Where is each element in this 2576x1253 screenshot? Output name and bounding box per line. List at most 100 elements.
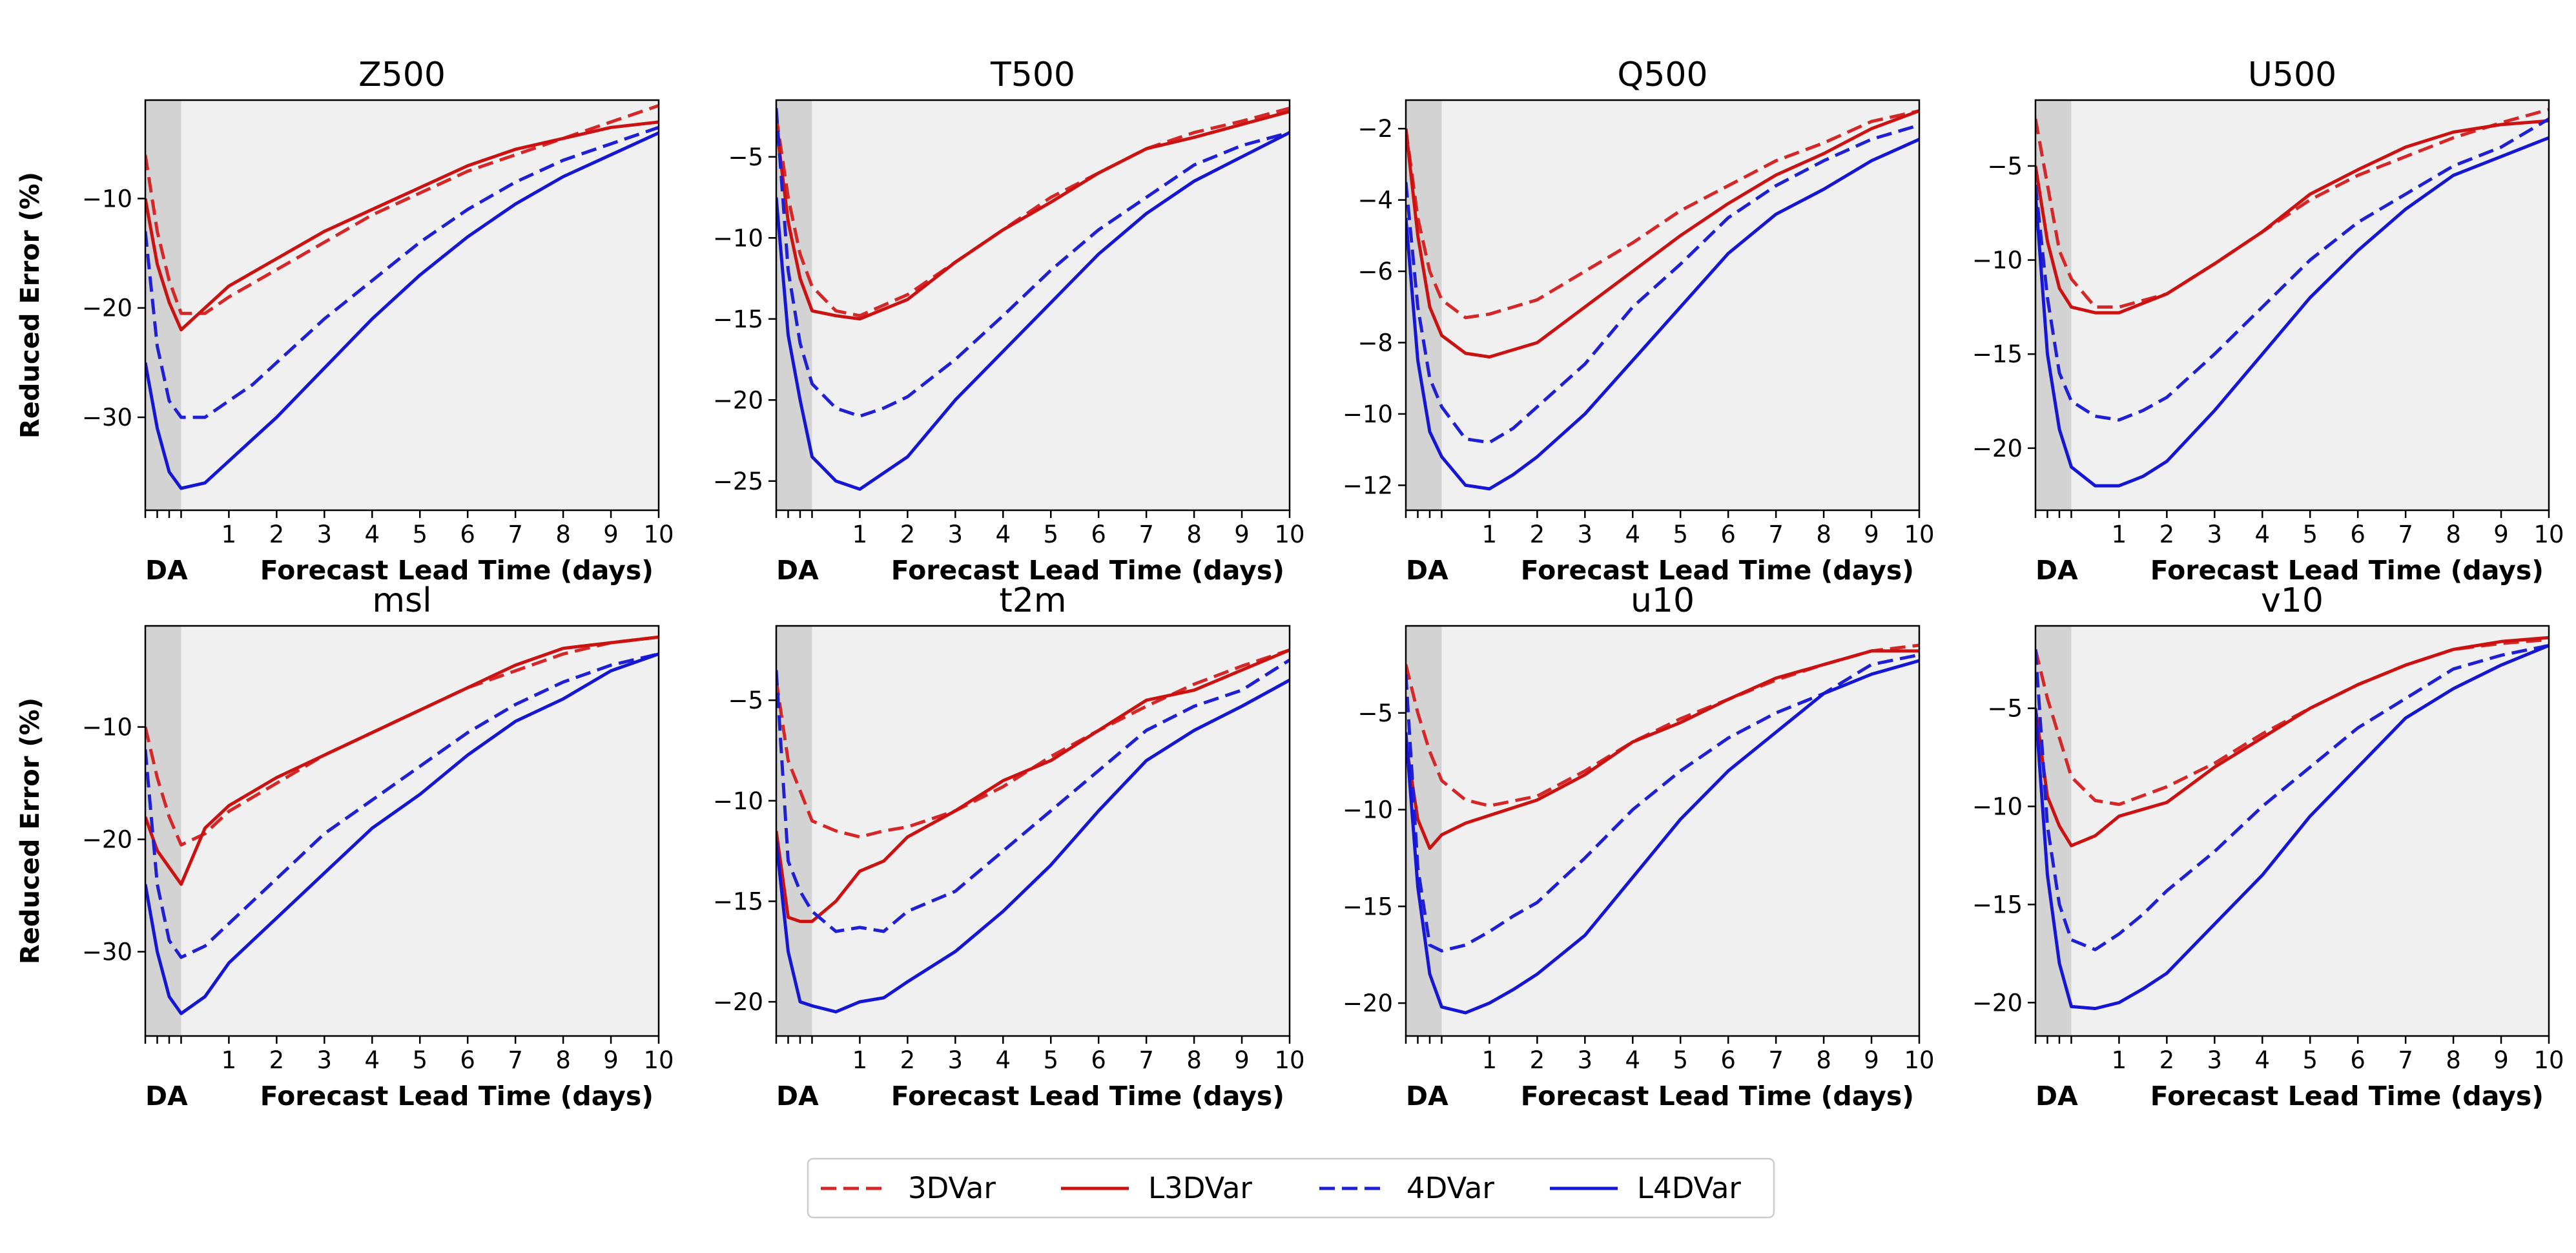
x-tick-label: 7 [1768, 1046, 1784, 1074]
plot-frame [1405, 625, 1921, 1037]
y-tick-label: −20 [82, 295, 132, 322]
series-line-3dvar [145, 104, 659, 315]
x-tick-label: 6 [460, 521, 475, 548]
y-tick-label: −10 [82, 185, 132, 212]
x-axis-label: Forecast Lead Time (days) [2150, 555, 2544, 586]
plot-background [2035, 626, 2549, 1036]
y-tick-label: −20 [82, 826, 132, 854]
x-tick-label: 7 [1768, 521, 1784, 548]
x-tick-label: 5 [412, 521, 428, 548]
x-tick-label: 1 [852, 1046, 868, 1074]
x-axis-label: Forecast Lead Time (days) [260, 1081, 654, 1112]
x-tick-label: 7 [1139, 1046, 1154, 1074]
x-tick-label: 7 [2398, 521, 2413, 548]
y-tick-label: −20 [1972, 989, 2023, 1017]
x-tick-label: 1 [852, 521, 868, 548]
x-tick-label: 1 [1482, 521, 1498, 548]
subplot-title: U500 [2248, 56, 2336, 94]
x-tick-label: 1 [222, 521, 237, 548]
x-tick-label: 3 [1578, 521, 1593, 548]
x-tick-label: 9 [603, 1046, 619, 1074]
da-region [2035, 100, 2072, 510]
y-tick-label: −20 [1343, 989, 1393, 1017]
x-tick-label: 5 [1673, 521, 1688, 548]
x-tick-label: 10 [2533, 1046, 2564, 1074]
series-line-4dvar [145, 125, 659, 419]
x-tick-label: 10 [1274, 521, 1304, 548]
da-region [145, 100, 181, 510]
y-tick-label: −10 [1343, 796, 1393, 824]
x-tick-label: 3 [1578, 1046, 1593, 1074]
plot-background [776, 100, 1290, 510]
series-line-l3dvar [145, 120, 659, 332]
x-tick-label: 4 [996, 521, 1011, 548]
x-tick-label: 7 [1139, 521, 1154, 548]
x-tick-label: 8 [2446, 521, 2461, 548]
x-tick-label: 1 [2112, 1046, 2127, 1074]
x-tick-label: 5 [1673, 1046, 1688, 1074]
plot-background [1406, 626, 1919, 1036]
y-axis-label: Reduced Error (%) [15, 172, 45, 439]
x-axis-label: Forecast Lead Time (days) [2150, 1081, 2544, 1112]
series-line-l3dvar [776, 648, 1290, 924]
y-tick-label: −10 [1972, 793, 2023, 821]
series-line-l4dvar [145, 652, 659, 1015]
legend-box [807, 1157, 1775, 1219]
x-tick-label: 3 [2207, 521, 2223, 548]
x-tick-label: 9 [2493, 521, 2509, 548]
x-tick-label: 4 [2255, 521, 2271, 548]
x-tick-label: 10 [2533, 521, 2564, 548]
x-tick-label: 9 [1234, 1046, 1250, 1074]
da-region [776, 626, 812, 1036]
da-label: DA [145, 555, 188, 586]
x-tick-label: 3 [317, 521, 333, 548]
series-line-4dvar [2035, 643, 2549, 951]
series-line-l3dvar [2035, 636, 2549, 847]
plot-background [145, 100, 659, 510]
series-line-4dvar [776, 658, 1290, 933]
x-tick-label: 6 [1720, 521, 1736, 548]
plot-background [2035, 100, 2549, 510]
y-tick-label: −6 [1357, 258, 1393, 285]
plot-frame [144, 99, 660, 512]
x-tick-label: 6 [1091, 1046, 1106, 1074]
series-line-4dvar [1406, 123, 1919, 444]
x-tick-label: 7 [508, 1046, 523, 1074]
series-line-l4dvar [145, 131, 659, 490]
plot-background [776, 626, 1290, 1036]
x-tick-label: 3 [948, 1046, 963, 1074]
x-tick-label: 4 [1625, 521, 1641, 548]
series-line-l4dvar [776, 678, 1290, 1014]
x-tick-label: 2 [2159, 1046, 2175, 1074]
x-tick-label: 2 [1530, 1046, 1545, 1074]
x-tick-label: 4 [1625, 1046, 1641, 1074]
series-line-l4dvar [1406, 659, 1919, 1015]
x-tick-label: 8 [1186, 1046, 1202, 1074]
plot-frame [2034, 99, 2550, 512]
x-tick-label: 8 [555, 1046, 571, 1074]
plot-frame [775, 99, 1291, 512]
subplot-title: Z500 [358, 56, 446, 94]
series-line-l4dvar [776, 130, 1290, 491]
x-tick-label: 8 [1816, 521, 1831, 548]
x-tick-label: 6 [1720, 1046, 1736, 1074]
plot-frame [775, 625, 1291, 1037]
legend: 3DVar L3DVar 4DVar L4DVar [807, 1157, 1775, 1219]
y-tick-label: −5 [1357, 699, 1393, 727]
x-tick-label: 9 [1864, 1046, 1879, 1074]
x-tick-label: 10 [1904, 521, 1934, 548]
subplot-t500: −5 −10 −15 −20 −25 1 2 3 4 5 6 7 8 9 10 T500 DA Forecast … [713, 56, 1305, 586]
x-tick-label: 9 [1234, 521, 1250, 548]
x-tick-label: 4 [365, 521, 380, 548]
subplot-v10: −5 −10 −15 −20 1 2 3 4 5 6 7 8 9 10 v10 DA Forecast Lead… [1972, 581, 2564, 1112]
x-tick-label: 4 [2255, 1046, 2271, 1074]
x-tick-label: 9 [603, 521, 619, 548]
y-tick-label: −25 [713, 468, 763, 495]
da-region [2035, 626, 2072, 1036]
da-label: DA [1406, 1081, 1448, 1112]
x-tick-label: 6 [2350, 521, 2365, 548]
x-tick-label: 7 [2398, 1046, 2413, 1074]
x-tick-label: 2 [2159, 521, 2175, 548]
x-tick-label: 7 [508, 521, 523, 548]
